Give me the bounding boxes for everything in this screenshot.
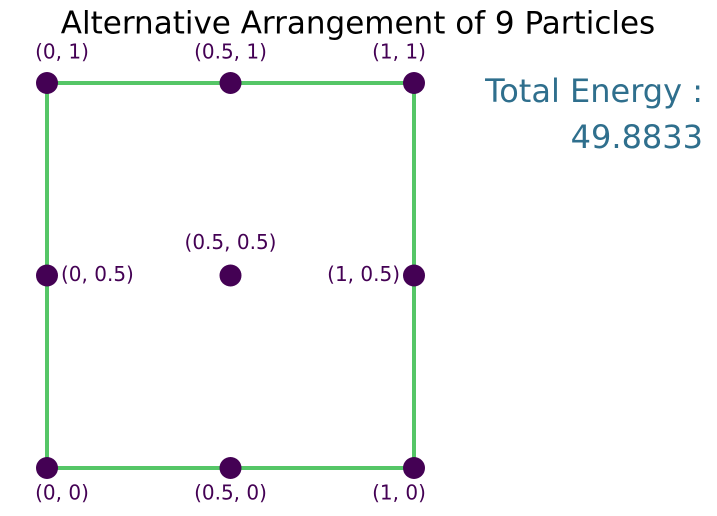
energy-value: 49.8833 xyxy=(571,118,703,156)
energy-label: Total Energy : xyxy=(484,72,703,110)
particle-label: (0, 1) xyxy=(35,40,89,64)
particle-label: (1, 0.5) xyxy=(327,262,400,286)
particle-label: (1, 1) xyxy=(372,40,426,64)
particle xyxy=(403,457,425,479)
particle xyxy=(219,457,242,479)
particle-label: (0, 0) xyxy=(35,481,89,505)
particle xyxy=(36,457,58,479)
particle xyxy=(36,264,58,287)
particle-label: (0.5, 0) xyxy=(194,481,267,505)
particle-label: (1, 0) xyxy=(372,481,426,505)
particle xyxy=(219,264,242,287)
particle xyxy=(36,72,58,94)
particle-label: (0, 0.5) xyxy=(61,262,134,286)
particle xyxy=(219,72,242,94)
particle-label: (0.5, 1) xyxy=(194,40,267,64)
particle-label: (0.5, 0.5) xyxy=(185,230,277,254)
particle xyxy=(403,264,425,287)
particle xyxy=(403,72,425,94)
chart-title: Alternative Arrangement of 9 Particles xyxy=(61,6,655,42)
